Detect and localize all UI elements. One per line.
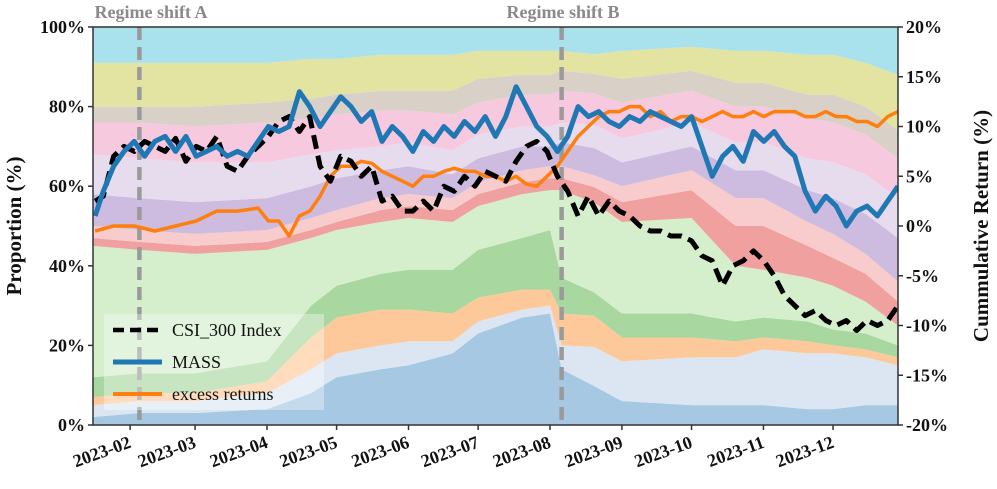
legend-label-mass: MASS [172,352,221,372]
x-tick-label: 2023-10 [632,432,695,471]
stack-area-expert-2 [93,305,898,418]
left-tick-label: 80% [49,97,85,117]
x-tick-label: 2023-03 [135,432,198,471]
x-tick-label: 2023-08 [490,432,553,471]
right-tick-label: -5% [906,266,939,286]
stack-area-expert-13 [93,27,898,75]
x-tick-label: 2023-07 [418,432,481,471]
right-tick-label: -20% [906,415,948,435]
stack-area-expert-4 [93,229,898,398]
legend-label-csi300: CSI_300 Index [172,320,282,340]
left-tick-label: 40% [49,256,85,276]
stack-area-expert-3 [93,289,898,406]
right-tick-label: 5% [906,166,933,186]
stack-area-expert-12 [93,46,898,131]
right-tick-label: 15% [906,67,942,87]
regime-lines [137,27,564,425]
series-line-csi300 [93,114,898,333]
x-tick-label: 2023-04 [207,432,270,471]
legend-label-excess-returns: excess returns [172,384,273,404]
stack-area-expert-7 [93,166,898,302]
left-tick-label: 60% [49,176,85,196]
series-line-mass [93,84,898,229]
stack-area-expert-1 [93,313,898,425]
right-tick-label: -15% [906,365,948,385]
stack-area-expert-8 [93,142,898,282]
left-tick-label: 20% [49,335,85,355]
x-tick-label: 2023-02 [70,432,133,471]
return-lines-layer [93,84,898,333]
legend: CSI_300 Index MASS excess returns [104,314,324,410]
stack-area-expert-11 [93,70,898,159]
right-tick-label: 10% [906,117,942,137]
annotation-regime-shift-a: Regime shift A [95,2,208,22]
stack-area-expert-5 [93,190,898,378]
right-tick-label: 20% [906,17,942,37]
annotation-regime-shift-b: Regime shift B [507,2,620,22]
x-tick-label: 2023-09 [562,432,625,471]
x-tick-label: 2023-11 [705,432,767,471]
right-tick-label: 0% [906,216,933,236]
left-axis-title: Proportion (%) [2,156,26,295]
stack-area-expert-6 [93,178,898,326]
series-line-excess-returns [94,104,898,238]
right-axis-title: Cummulative Return (%) [969,110,993,342]
x-tick-label: 2023-06 [349,432,412,471]
stack-area-expert-9 [93,122,898,238]
left-tick-label: 100% [40,17,85,37]
right-tick-label: -10% [906,316,948,336]
x-tick-label: 2023-12 [773,432,836,471]
x-tick-label: 2023-05 [277,432,340,471]
left-tick-label: 0% [58,415,85,435]
